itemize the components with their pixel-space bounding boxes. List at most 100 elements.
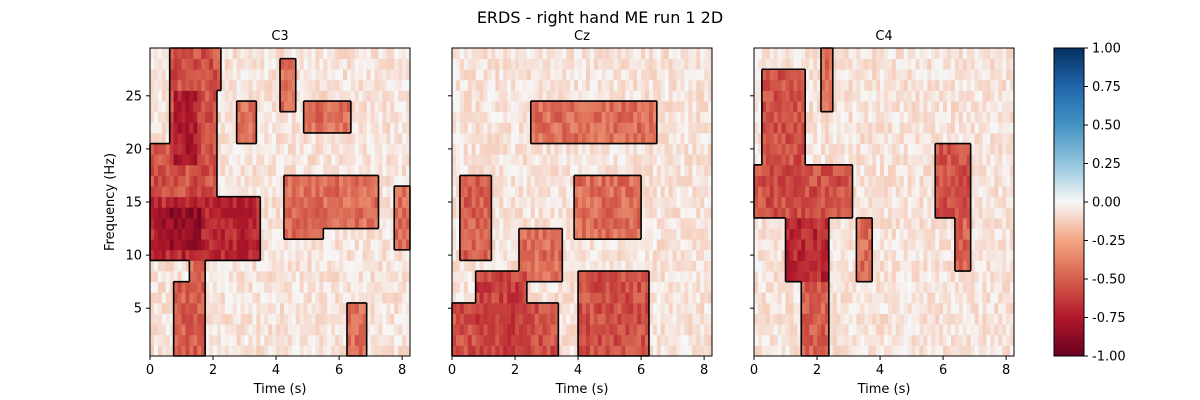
heatmap-cell bbox=[362, 196, 368, 208]
heatmap-cell bbox=[880, 334, 885, 346]
heatmap-cell bbox=[366, 69, 372, 81]
heatmap-cell bbox=[386, 228, 391, 240]
heatmap-cell bbox=[366, 313, 372, 325]
heatmap-cell bbox=[645, 154, 650, 166]
heatmap-cell bbox=[213, 249, 218, 261]
heatmap-cell bbox=[970, 207, 976, 219]
heatmap-cell bbox=[406, 111, 411, 123]
heatmap-cell bbox=[169, 260, 175, 272]
heatmap-cell bbox=[641, 324, 646, 336]
heatmap-cell bbox=[700, 48, 705, 60]
heatmap-cell bbox=[990, 281, 995, 293]
heatmap-cell bbox=[323, 90, 328, 102]
heatmap-cell bbox=[479, 154, 484, 166]
heatmap-cell bbox=[672, 122, 677, 134]
heatmap-cell bbox=[311, 217, 316, 229]
heatmap-cell bbox=[193, 228, 198, 240]
heatmap-cell bbox=[193, 302, 198, 314]
heatmap-cell bbox=[193, 249, 198, 261]
heatmap-cell bbox=[700, 186, 705, 198]
heatmap-cell bbox=[335, 79, 340, 91]
heatmap-cell bbox=[876, 196, 881, 208]
heatmap-cell bbox=[452, 207, 457, 219]
heatmap-cell bbox=[872, 281, 877, 293]
heatmap-cell bbox=[350, 313, 356, 325]
heatmap-cell bbox=[390, 164, 395, 176]
heatmap-cell bbox=[518, 217, 524, 229]
heatmap-cell bbox=[406, 101, 411, 113]
heatmap-cell bbox=[676, 132, 681, 144]
heatmap-cell bbox=[499, 324, 504, 336]
heatmap-cell bbox=[455, 334, 461, 346]
heatmap-cell bbox=[919, 292, 924, 304]
heatmap-cell bbox=[680, 239, 685, 251]
heatmap-cell bbox=[864, 313, 869, 325]
heatmap-cell bbox=[350, 111, 356, 123]
heatmap-cell bbox=[463, 345, 469, 357]
heatmap-cell bbox=[828, 281, 834, 293]
heatmap-cell bbox=[295, 48, 301, 60]
heatmap-cell bbox=[558, 239, 563, 251]
heatmap-cell bbox=[350, 79, 356, 91]
heatmap-cell bbox=[406, 324, 411, 336]
heatmap-cell bbox=[840, 217, 846, 229]
heatmap-cell bbox=[777, 239, 782, 251]
heatmap-cell bbox=[585, 122, 591, 134]
heatmap-cell bbox=[613, 292, 618, 304]
heatmap-cell bbox=[696, 58, 701, 70]
heatmap-cell bbox=[220, 186, 226, 198]
heatmap-cell bbox=[589, 281, 595, 293]
heatmap-cell bbox=[173, 292, 178, 304]
heatmap-cell bbox=[868, 313, 873, 325]
heatmap-cell bbox=[923, 196, 928, 208]
heatmap-cell bbox=[319, 324, 324, 336]
heatmap-cell bbox=[578, 48, 583, 60]
heatmap-cell bbox=[797, 345, 802, 357]
heatmap-cell bbox=[625, 111, 630, 123]
heatmap-cell bbox=[923, 334, 928, 346]
heatmap-cell bbox=[672, 239, 677, 251]
heatmap-cell bbox=[323, 48, 328, 60]
heatmap-cell bbox=[923, 292, 928, 304]
heatmap-cell bbox=[970, 334, 976, 346]
heatmap-cell bbox=[280, 48, 285, 60]
heatmap-cell bbox=[153, 239, 159, 251]
heatmap-cell bbox=[189, 90, 194, 102]
heatmap-cell bbox=[684, 302, 689, 314]
heatmap-cell bbox=[998, 239, 1003, 251]
heatmap-cell bbox=[366, 48, 372, 60]
heatmap-cell bbox=[844, 324, 849, 336]
heatmap-cell bbox=[836, 249, 842, 261]
heatmap-cell bbox=[205, 101, 210, 113]
heatmap-cell bbox=[362, 101, 368, 113]
heatmap-cell bbox=[652, 313, 658, 325]
heatmap-cell bbox=[153, 79, 159, 91]
heatmap-cell bbox=[303, 292, 308, 304]
heatmap-cell bbox=[990, 228, 995, 240]
heatmap-cell bbox=[696, 281, 701, 293]
heatmap-cell bbox=[656, 281, 662, 293]
heatmap-cell bbox=[228, 207, 234, 219]
heatmap-cell bbox=[876, 217, 881, 229]
heatmap-cell bbox=[331, 132, 336, 144]
heatmap-cell bbox=[315, 90, 320, 102]
heatmap-cell bbox=[621, 345, 626, 357]
heatmap-cell bbox=[538, 48, 544, 60]
heatmap-cell bbox=[641, 292, 646, 304]
heatmap-cell bbox=[633, 143, 638, 155]
heatmap-cell bbox=[260, 101, 265, 113]
heatmap-cell bbox=[307, 239, 312, 251]
heatmap-cell bbox=[487, 260, 492, 272]
heatmap-cell bbox=[475, 79, 480, 91]
heatmap-cell bbox=[331, 122, 336, 134]
heatmap-cell bbox=[193, 186, 198, 198]
heatmap-cell bbox=[366, 90, 372, 102]
heatmap-cell bbox=[848, 207, 853, 219]
heatmap-cell bbox=[343, 271, 348, 283]
heatmap-cell bbox=[550, 249, 555, 261]
heatmap-cell bbox=[358, 48, 364, 60]
heatmap-cell bbox=[605, 111, 610, 123]
heatmap-cell bbox=[566, 324, 571, 336]
heatmap-cell bbox=[911, 239, 916, 251]
heatmap-cell bbox=[645, 132, 650, 144]
